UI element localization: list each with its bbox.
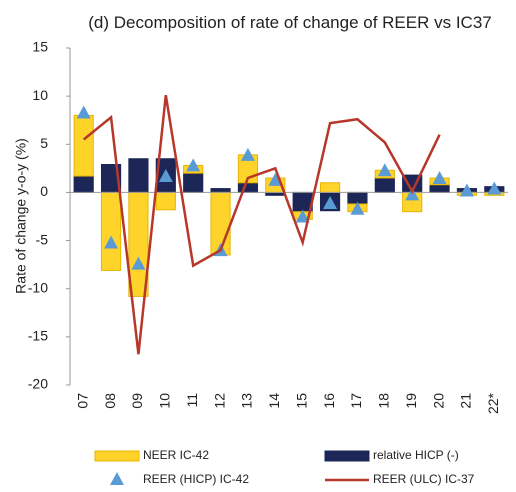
point: [459, 183, 474, 197]
point: [186, 158, 201, 172]
point: [487, 181, 502, 195]
bar: [237, 182, 259, 193]
legend-label: relative HICP (-): [373, 448, 459, 462]
point: [377, 163, 392, 177]
x-tick-label: 11: [184, 393, 200, 408]
bar: [155, 191, 176, 211]
bar: [210, 188, 231, 193]
x-tick-label: 18: [376, 393, 392, 409]
y-axis-label: Rate of change y-o-y (%): [13, 138, 29, 294]
x-tick-label: 19: [403, 393, 419, 409]
y-tick-label: 15: [32, 39, 48, 55]
point: [268, 172, 283, 186]
y-tick-label: 5: [40, 135, 48, 151]
legend-label: NEER IC-42: [143, 448, 209, 462]
bar: [319, 182, 341, 193]
x-tick-label: 16: [321, 393, 337, 409]
x-tick-label: 15: [293, 393, 309, 409]
x-tick-label: 08: [102, 393, 118, 409]
legend-label: REER (HICP) IC-42: [143, 472, 249, 486]
x-tick-label: 12: [211, 393, 227, 409]
legend-swatch: [110, 472, 124, 485]
x-tick-label: 14: [266, 393, 282, 409]
chart-title: (d) Decomposition of rate of change of R…: [88, 13, 492, 32]
point: [76, 105, 91, 119]
x-tick-label: 17: [348, 393, 364, 409]
x-tick-label: 13: [239, 393, 255, 409]
y-tick-label: -20: [28, 376, 48, 392]
point: [104, 235, 119, 249]
bar: [374, 177, 395, 193]
legend-swatch: [94, 450, 140, 462]
bar: [100, 191, 122, 271]
point: [295, 209, 310, 223]
point: [240, 147, 255, 161]
bar: [128, 158, 149, 193]
x-tick-label: 22*: [485, 392, 501, 414]
y-tick-label: -15: [28, 328, 48, 344]
point: [350, 201, 365, 215]
point: [131, 256, 146, 270]
legend-swatch: [324, 450, 370, 462]
x-tick-label: 10: [157, 393, 173, 409]
y-tick-label: -10: [28, 279, 48, 295]
point: [323, 195, 338, 209]
bar: [183, 172, 204, 193]
bar: [73, 114, 94, 177]
x-tick-label: 21: [458, 393, 474, 409]
bar: [73, 175, 94, 193]
y-tick-label: -5: [36, 231, 49, 247]
x-tick-label: 20: [430, 393, 446, 409]
point: [432, 170, 447, 184]
x-tick-label: 09: [129, 393, 145, 409]
y-tick-label: 0: [40, 183, 48, 199]
y-tick-label: 10: [32, 87, 48, 103]
bar: [429, 184, 450, 193]
point: [158, 169, 173, 183]
line: [82, 94, 441, 355]
legend-label: REER (ULC) IC-37: [373, 472, 475, 486]
x-tick-label: 07: [74, 393, 90, 409]
